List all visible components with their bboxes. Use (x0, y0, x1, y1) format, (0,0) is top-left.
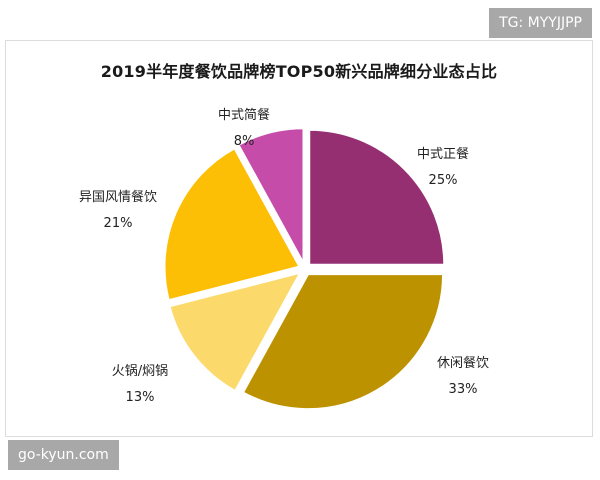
pie-slice-0 (308, 128, 446, 266)
pie-slice-4 (237, 127, 305, 264)
slice-label-3: 异国风情餐饮 (79, 189, 157, 205)
slice-value-label-3: 21% (104, 216, 133, 231)
pie-slice-2 (168, 271, 303, 393)
slice-label-0: 中式正餐 (417, 146, 469, 162)
slice-value-label-1: 33% (449, 382, 478, 397)
slice-value-label-4: 8% (234, 134, 255, 149)
chart-title: 2019半年度餐饮品牌榜TOP50新兴品牌细分业态占比 (100, 62, 498, 81)
pie-slice-3 (163, 146, 301, 302)
slice-value-label-2: 13% (126, 390, 155, 405)
pie-slice-1 (241, 273, 445, 411)
slice-label-1: 休闲餐饮 (437, 355, 489, 371)
watermark-top: TG: MYYJJPP (489, 8, 592, 38)
slice-label-2: 火锅/焖锅 (112, 363, 168, 379)
watermark-bottom: go-kyun.com (8, 440, 119, 470)
slice-label-4: 中式简餐 (218, 107, 270, 123)
slice-value-label-0: 25% (429, 173, 458, 188)
